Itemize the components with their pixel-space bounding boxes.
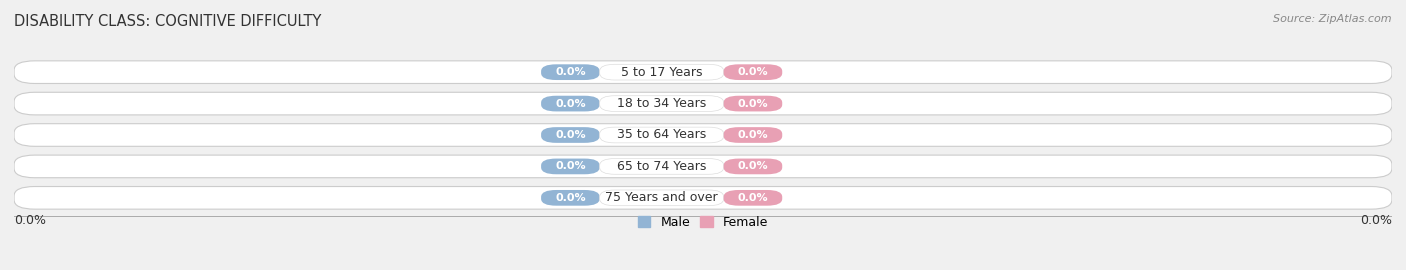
Text: 0.0%: 0.0% xyxy=(14,214,46,227)
Text: 0.0%: 0.0% xyxy=(738,193,768,203)
Text: 0.0%: 0.0% xyxy=(738,161,768,171)
Text: DISABILITY CLASS: COGNITIVE DIFFICULTY: DISABILITY CLASS: COGNITIVE DIFFICULTY xyxy=(14,14,322,29)
FancyBboxPatch shape xyxy=(14,92,1392,115)
Text: 0.0%: 0.0% xyxy=(1360,214,1392,227)
Text: 0.0%: 0.0% xyxy=(738,130,768,140)
FancyBboxPatch shape xyxy=(541,158,599,174)
FancyBboxPatch shape xyxy=(541,64,599,80)
FancyBboxPatch shape xyxy=(14,155,1392,178)
FancyBboxPatch shape xyxy=(599,190,724,206)
FancyBboxPatch shape xyxy=(14,61,1392,83)
FancyBboxPatch shape xyxy=(599,96,724,112)
FancyBboxPatch shape xyxy=(724,96,782,112)
FancyBboxPatch shape xyxy=(541,190,599,206)
FancyBboxPatch shape xyxy=(541,127,599,143)
Text: 18 to 34 Years: 18 to 34 Years xyxy=(617,97,706,110)
Text: 0.0%: 0.0% xyxy=(555,99,586,109)
FancyBboxPatch shape xyxy=(724,127,782,143)
FancyBboxPatch shape xyxy=(541,96,599,112)
Text: 0.0%: 0.0% xyxy=(555,193,586,203)
Legend: Male, Female: Male, Female xyxy=(638,216,768,229)
Text: 75 Years and over: 75 Years and over xyxy=(606,191,718,204)
FancyBboxPatch shape xyxy=(14,187,1392,209)
Text: 65 to 74 Years: 65 to 74 Years xyxy=(617,160,706,173)
Text: 35 to 64 Years: 35 to 64 Years xyxy=(617,129,706,141)
Text: 5 to 17 Years: 5 to 17 Years xyxy=(621,66,703,79)
FancyBboxPatch shape xyxy=(724,190,782,206)
FancyBboxPatch shape xyxy=(599,64,724,80)
Text: 0.0%: 0.0% xyxy=(555,67,586,77)
Text: 0.0%: 0.0% xyxy=(738,99,768,109)
FancyBboxPatch shape xyxy=(724,64,782,80)
Text: 0.0%: 0.0% xyxy=(555,130,586,140)
Text: 0.0%: 0.0% xyxy=(555,161,586,171)
FancyBboxPatch shape xyxy=(724,158,782,174)
FancyBboxPatch shape xyxy=(14,124,1392,146)
FancyBboxPatch shape xyxy=(599,127,724,143)
FancyBboxPatch shape xyxy=(599,158,724,174)
Text: Source: ZipAtlas.com: Source: ZipAtlas.com xyxy=(1274,14,1392,23)
Text: 0.0%: 0.0% xyxy=(738,67,768,77)
